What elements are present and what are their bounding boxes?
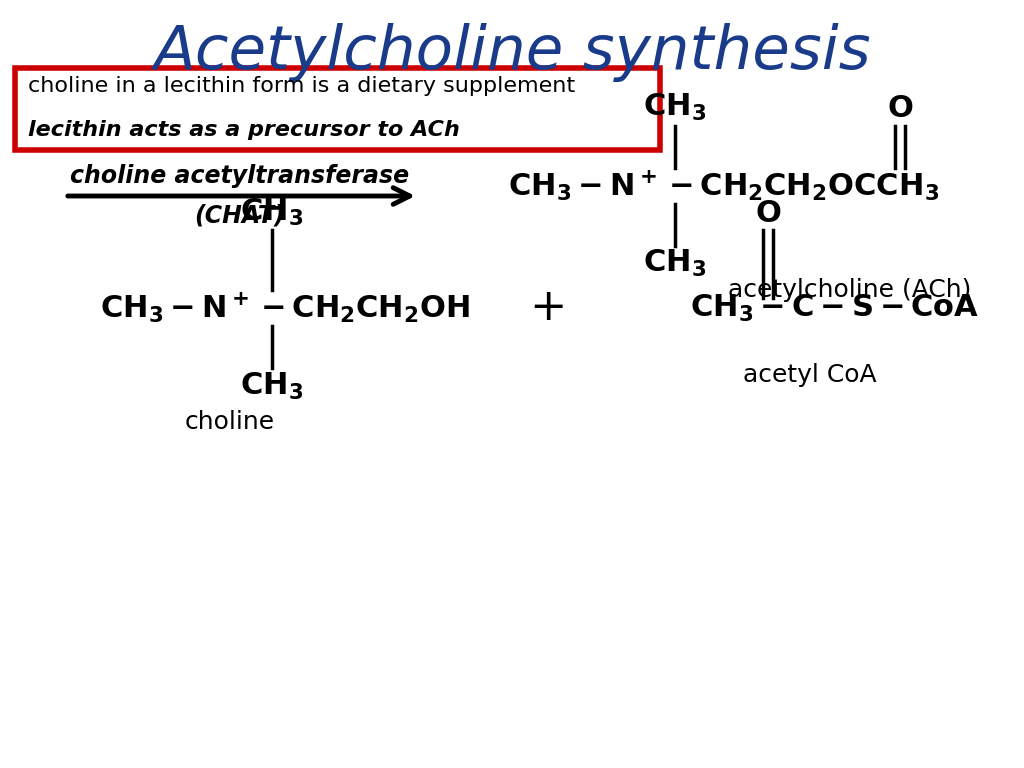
Text: choline in a lecithin form is a dietary supplement: choline in a lecithin form is a dietary … — [28, 76, 575, 96]
Text: (CHAT): (CHAT) — [195, 204, 286, 228]
Text: $\mathbf{O}$: $\mathbf{O}$ — [887, 94, 913, 123]
Text: $\mathbf{CH_3}$: $\mathbf{CH_3}$ — [241, 371, 304, 402]
Text: $\mathbf{CH_3-N^+-CH_2CH_2OCCH_3}$: $\mathbf{CH_3-N^+-CH_2CH_2OCCH_3}$ — [508, 169, 939, 204]
Text: lecithin acts as a precursor to ACh: lecithin acts as a precursor to ACh — [28, 120, 460, 140]
Text: choline acetyltransferase: choline acetyltransferase — [71, 164, 410, 188]
Text: +: + — [529, 286, 566, 329]
Text: Acetylcholine synthesis: Acetylcholine synthesis — [154, 23, 870, 82]
Text: choline: choline — [185, 410, 275, 434]
Bar — [15, 68, 660, 150]
Text: $\mathbf{CH_3}$: $\mathbf{CH_3}$ — [643, 248, 707, 279]
Text: $\mathbf{CH_3}$: $\mathbf{CH_3}$ — [241, 197, 304, 228]
Text: acetylcholine (ACh): acetylcholine (ACh) — [728, 278, 972, 302]
Text: $\mathbf{CH_3-N^+-CH_2CH_2OH}$: $\mathbf{CH_3-N^+-CH_2CH_2OH}$ — [100, 291, 470, 325]
Text: $\mathbf{O}$: $\mathbf{O}$ — [755, 199, 781, 228]
Text: $\mathbf{CH_3}$: $\mathbf{CH_3}$ — [643, 92, 707, 123]
Text: acetyl CoA: acetyl CoA — [743, 363, 877, 387]
Text: $\mathbf{CH_3-C-S-CoA}$: $\mathbf{CH_3-C-S-CoA}$ — [690, 293, 979, 323]
